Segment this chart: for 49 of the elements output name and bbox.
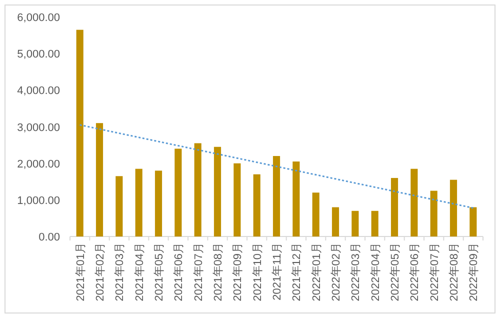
bar bbox=[194, 143, 202, 236]
bar bbox=[430, 190, 438, 236]
x-tick-label: 2021年12月 bbox=[291, 242, 304, 302]
x-tick-label: 2022年07月 bbox=[428, 242, 441, 302]
bar bbox=[312, 192, 320, 236]
x-tick-label: 2021年01月 bbox=[74, 242, 87, 302]
bar bbox=[272, 156, 280, 236]
y-tick-label: 1,000.00 bbox=[17, 194, 60, 207]
y-tick-label: 2,000.00 bbox=[17, 158, 60, 170]
x-tick-label: 2021年08月 bbox=[212, 242, 224, 302]
bar bbox=[214, 146, 222, 236]
bar bbox=[234, 163, 241, 236]
x-tick-label: 2021年04月 bbox=[134, 242, 146, 302]
y-tick-label: 4,000.00 bbox=[17, 85, 60, 98]
bar bbox=[332, 207, 340, 236]
x-tick-label: 2021年05月 bbox=[154, 242, 166, 302]
x-tick-label: 2022年03月 bbox=[350, 242, 362, 302]
x-tick-label: 2022年01月 bbox=[310, 242, 323, 302]
x-tick-label: 2021年11月 bbox=[272, 242, 284, 300]
bar bbox=[470, 207, 477, 236]
bar bbox=[76, 30, 84, 236]
x-tick-label: 2021年09月 bbox=[232, 242, 244, 302]
x-tick-label: 2022年05月 bbox=[390, 242, 402, 302]
bar bbox=[116, 176, 123, 236]
y-tick-label: 6,000.00 bbox=[17, 12, 60, 24]
x-tick-label: 2021年06月 bbox=[173, 242, 186, 302]
x-tick-label: 2022年06月 bbox=[409, 242, 422, 302]
y-tick-label: 5,000.00 bbox=[17, 48, 60, 61]
bar bbox=[352, 210, 359, 236]
x-tick-label: 2022年02月 bbox=[330, 242, 342, 302]
x-tick-label: 2021年02月 bbox=[94, 242, 106, 302]
bar bbox=[253, 174, 260, 236]
x-tick-label: 2021年10月 bbox=[252, 242, 264, 302]
bar bbox=[410, 168, 418, 236]
x-tick-label: 2022年09月 bbox=[468, 242, 480, 302]
x-tick-label: 2022年08月 bbox=[448, 242, 460, 302]
bar bbox=[450, 180, 458, 236]
y-tick-label: 3,000.00 bbox=[17, 122, 60, 134]
y-tick-label: 0.00 bbox=[38, 232, 60, 244]
bar bbox=[154, 170, 162, 236]
x-tick-label: 2022年04月 bbox=[370, 242, 382, 302]
x-tick-label: 2021年03月 bbox=[114, 242, 126, 302]
bar bbox=[135, 168, 142, 236]
bar bbox=[390, 178, 398, 236]
bar bbox=[292, 162, 300, 236]
bar bbox=[371, 210, 378, 236]
bar bbox=[174, 148, 182, 236]
bar bbox=[96, 123, 104, 236]
x-tick-label: 2021年07月 bbox=[192, 242, 205, 302]
